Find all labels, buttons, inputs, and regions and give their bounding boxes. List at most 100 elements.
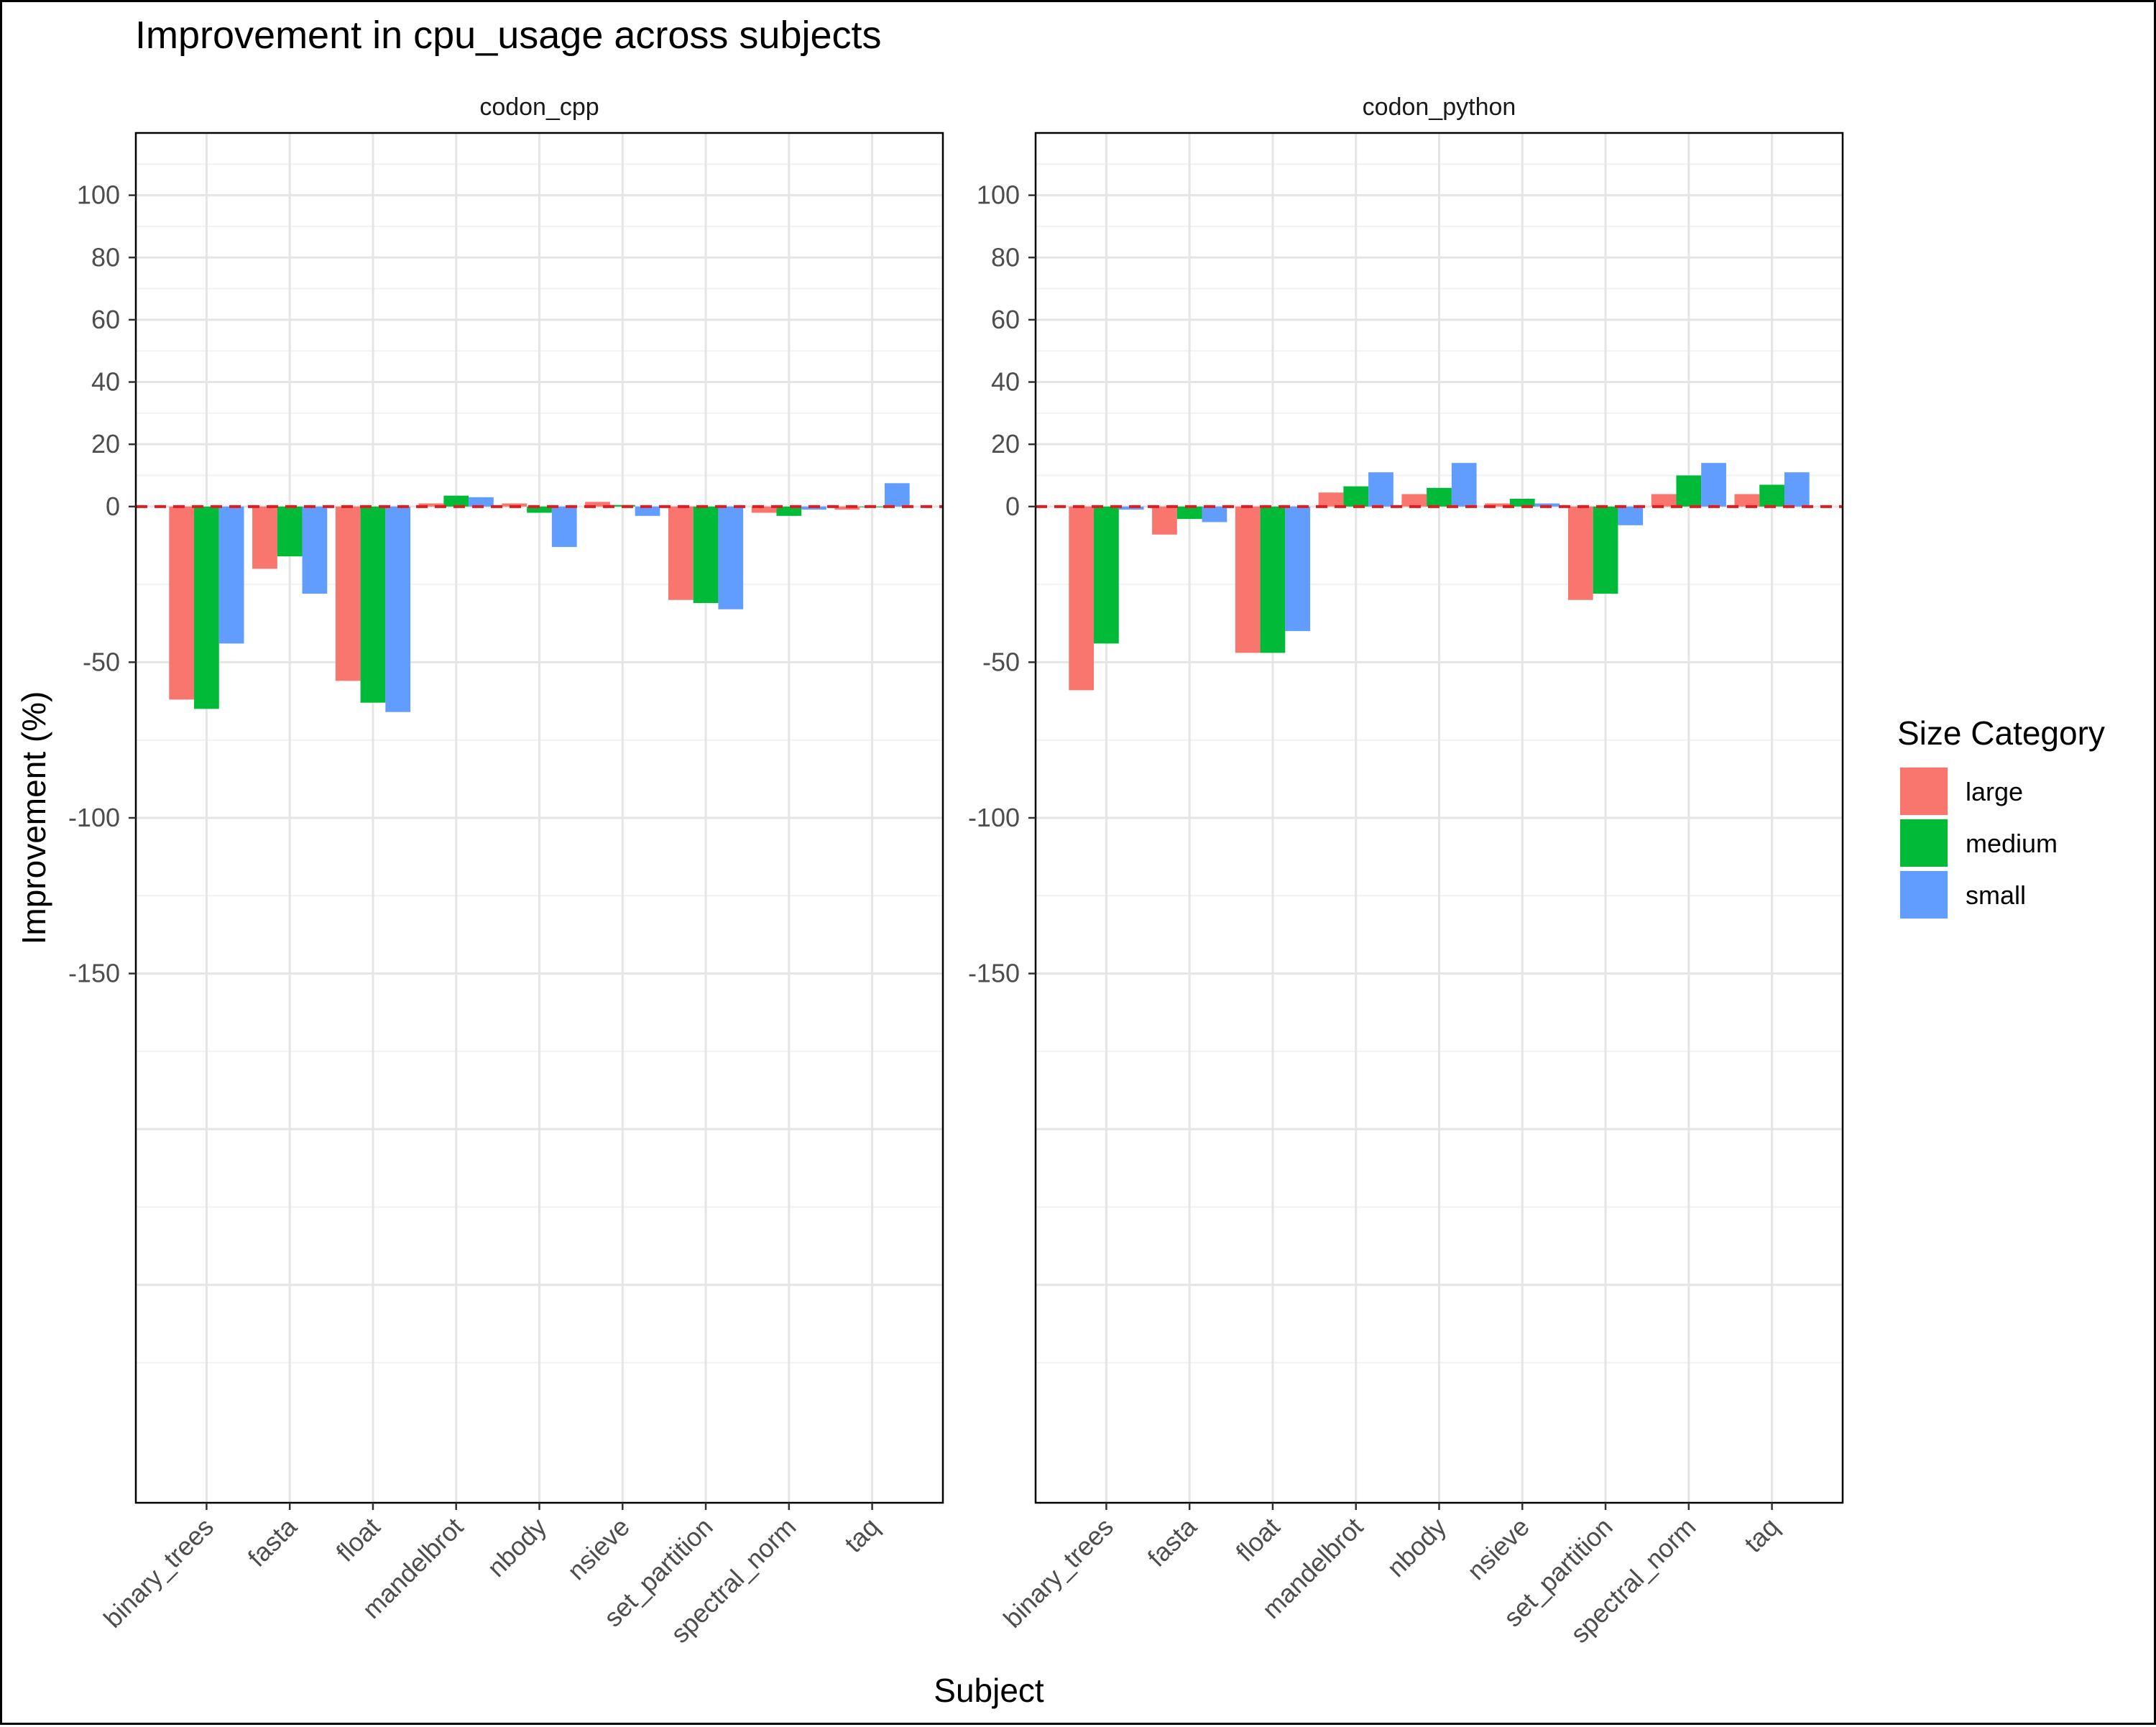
y-tick-label: 40 xyxy=(91,367,120,397)
x-tick-label: taq xyxy=(839,1512,885,1558)
bar-medium-spectral_norm xyxy=(776,506,802,516)
y-tick-label: -100 xyxy=(68,803,120,832)
bar-small-taq xyxy=(884,483,910,507)
legend-title: Size Category xyxy=(1897,714,2105,752)
legend-label-small: small xyxy=(1966,880,2026,910)
bar-medium-set_partition xyxy=(1593,506,1618,594)
panel-codon_python: codon_python 100 80 60 40 20 0 -50 -100 -150 binar… xyxy=(968,93,1844,1649)
x-tick-label: binary_trees xyxy=(98,1512,219,1634)
bar-medium-nsieve xyxy=(1509,498,1535,507)
bar-large-binary_trees xyxy=(169,506,195,700)
bar-large-taq xyxy=(834,506,860,510)
bar-medium-nbody xyxy=(527,506,552,513)
panels-layer: codon_cpp 100 80 60 40 20 0 -50 -100 -150 binary_t… xyxy=(68,93,1844,1649)
bar-medium-nbody xyxy=(1427,487,1452,507)
y-tick-label: 40 xyxy=(991,367,1020,397)
bar-large-fasta xyxy=(252,506,277,569)
bar-large-nbody xyxy=(502,503,528,507)
legend-swatch-small xyxy=(1900,871,1948,918)
bar-medium-fasta xyxy=(277,506,303,557)
legend-swatch-medium xyxy=(1900,819,1948,867)
bar-small-fasta xyxy=(302,506,328,594)
x-tick-label: nbody xyxy=(1381,1512,1452,1583)
y-tick-label: -50 xyxy=(982,647,1020,676)
legend-items: large medium small xyxy=(1899,767,2058,919)
bar-large-set_partition xyxy=(668,506,694,600)
bar-medium-float xyxy=(360,506,386,703)
bar-large-set_partition xyxy=(1567,506,1593,600)
bar-medium-binary_trees xyxy=(194,506,219,709)
x-tick-label: nsieve xyxy=(1461,1512,1535,1586)
y-tick-label: -150 xyxy=(68,959,120,988)
bar-small-nbody xyxy=(1451,463,1477,507)
bar-large-binary_trees xyxy=(1069,506,1095,691)
x-tick-label: binary_trees xyxy=(998,1512,1119,1634)
x-tick-label: nbody xyxy=(482,1512,552,1583)
bar-small-float xyxy=(385,506,411,712)
x-axis-title: Subject xyxy=(934,1672,1044,1709)
panel-codon_cpp: codon_cpp 100 80 60 40 20 0 -50 -100 -150 binary_t… xyxy=(68,93,944,1649)
bar-medium-mandelbrot xyxy=(443,495,469,507)
y-axis-title: Improvement (%) xyxy=(15,691,52,945)
x-tick-label: taq xyxy=(1738,1512,1784,1558)
bar-large-taq xyxy=(1734,494,1760,507)
bar-medium-spectral_norm xyxy=(1676,475,1702,507)
bar-small-nsieve xyxy=(635,506,660,516)
bar-small-fasta xyxy=(1202,506,1227,522)
bar-large-mandelbrot xyxy=(1318,492,1344,507)
legend-label-medium: medium xyxy=(1966,829,2058,858)
bar-medium-float xyxy=(1260,506,1286,653)
bar-medium-fasta xyxy=(1176,506,1202,520)
x-tick-label: float xyxy=(331,1512,386,1567)
bar-small-mandelbrot xyxy=(1368,472,1393,507)
legend-swatch-large xyxy=(1900,768,1948,815)
x-tick-label: fasta xyxy=(1142,1511,1203,1572)
y-tick-label: 60 xyxy=(91,305,120,334)
bar-large-float xyxy=(1235,506,1261,653)
bar-small-float xyxy=(1285,506,1311,632)
bar-large-fasta xyxy=(1152,506,1177,535)
bar-medium-taq xyxy=(1759,484,1784,507)
bar-medium-binary_trees xyxy=(1094,506,1119,644)
bar-large-nsieve xyxy=(1485,503,1510,507)
bar-small-spectral_norm xyxy=(1701,463,1726,507)
bar-small-nbody xyxy=(551,506,577,548)
bar-small-set_partition xyxy=(1618,506,1644,525)
bar-small-set_partition xyxy=(718,506,744,609)
bar-small-mandelbrot xyxy=(469,497,494,507)
bar-medium-set_partition xyxy=(693,506,719,604)
bar-small-binary_trees xyxy=(1118,506,1144,510)
chart-title: Improvement in cpu_usage across subjects xyxy=(135,14,882,57)
y-tick-label: 100 xyxy=(77,180,120,210)
y-tick-label: 20 xyxy=(91,429,120,459)
bar-small-spectral_norm xyxy=(801,506,826,510)
y-tick-label: 0 xyxy=(1005,492,1020,521)
x-tick-label: fasta xyxy=(242,1511,303,1572)
bar-large-spectral_norm xyxy=(751,506,777,513)
y-tick-label: 100 xyxy=(977,180,1020,210)
y-tick-label: 80 xyxy=(991,242,1020,272)
panel-strip-label: codon_cpp xyxy=(479,93,599,121)
bar-small-nsieve xyxy=(1534,503,1560,507)
x-tick-label: float xyxy=(1230,1512,1286,1567)
y-tick-label: -150 xyxy=(968,959,1020,988)
y-tick-label: 0 xyxy=(106,492,120,521)
legend-label-large: large xyxy=(1966,777,2023,806)
y-tick-label: 80 xyxy=(91,242,120,272)
y-tick-label: -100 xyxy=(968,803,1020,832)
bar-small-taq xyxy=(1784,472,1810,507)
bar-large-mandelbrot xyxy=(418,503,444,507)
y-tick-label: -50 xyxy=(83,647,120,676)
x-tick-label: nsieve xyxy=(561,1512,635,1586)
bar-large-spectral_norm xyxy=(1651,494,1677,507)
y-tick-label: 20 xyxy=(991,429,1020,459)
panel-strip-label: codon_python xyxy=(1363,93,1516,121)
legend: Size Category large medium small xyxy=(1897,714,2105,919)
y-tick-label: 60 xyxy=(991,305,1020,334)
bar-large-nbody xyxy=(1401,494,1427,507)
bar-medium-mandelbrot xyxy=(1343,486,1369,507)
bar-small-binary_trees xyxy=(218,506,244,644)
bar-large-nsieve xyxy=(585,502,610,507)
